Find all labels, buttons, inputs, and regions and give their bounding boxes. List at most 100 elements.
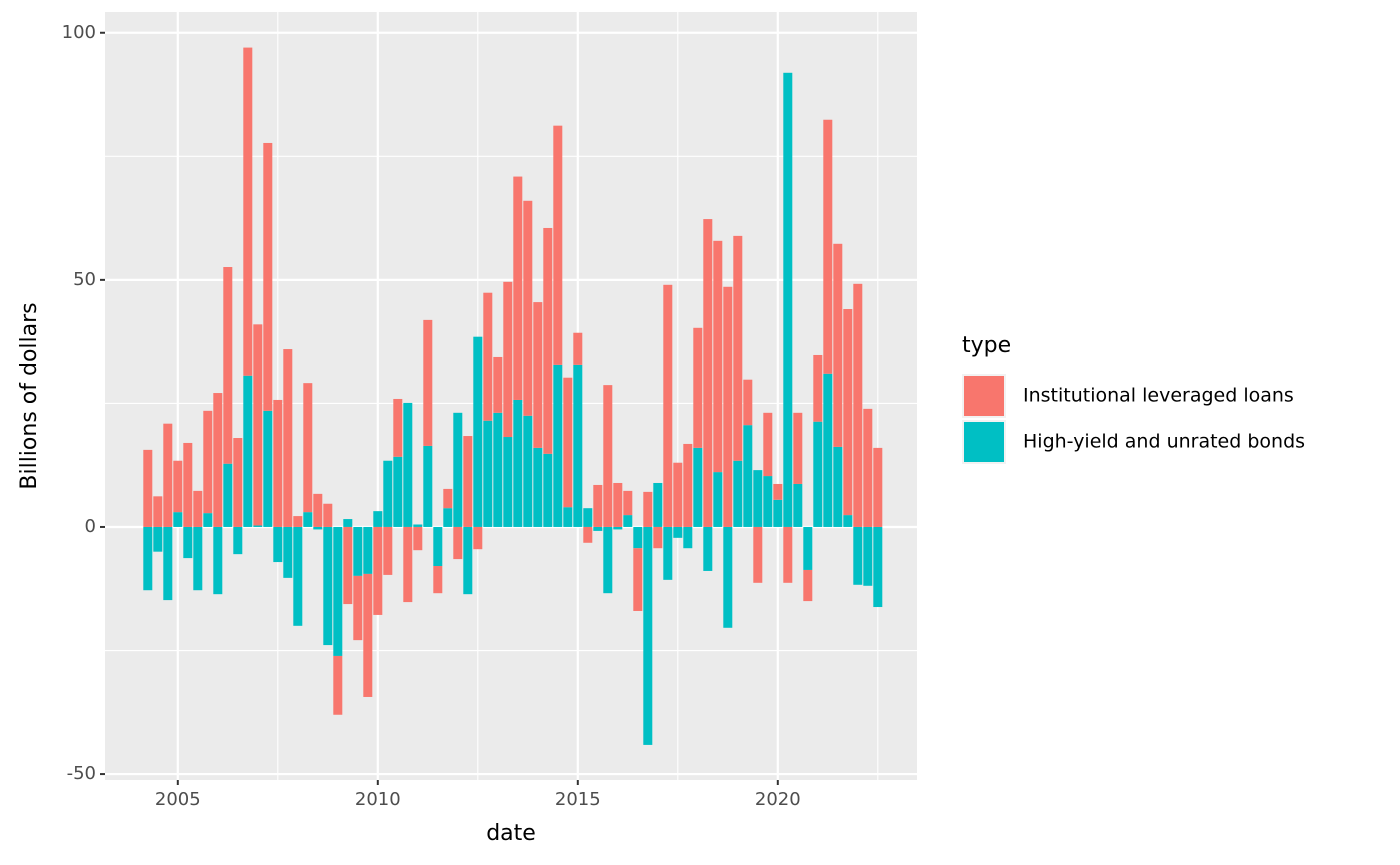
bar [433, 566, 443, 594]
bar [503, 281, 513, 438]
bar [263, 142, 273, 411]
bar [853, 526, 863, 585]
bar [573, 332, 583, 365]
bar [703, 219, 713, 527]
bar [513, 176, 523, 400]
bar [793, 483, 803, 527]
bar [753, 526, 763, 583]
bar [613, 482, 623, 527]
bar [643, 526, 653, 745]
bar [813, 421, 823, 527]
bar [593, 526, 603, 531]
bar [703, 526, 713, 571]
bar [463, 436, 473, 527]
y-tick-label: 100 [62, 22, 96, 43]
bar [873, 447, 883, 527]
bar [373, 526, 383, 615]
bar [633, 526, 643, 549]
bar [303, 512, 313, 527]
bar [713, 472, 723, 527]
bar [383, 460, 393, 527]
bar [553, 364, 563, 527]
legend-swatch [964, 422, 1004, 462]
legend-label: High-yield and unrated bonds [1023, 431, 1305, 453]
bar [153, 496, 163, 527]
bar [723, 286, 733, 527]
bar [193, 526, 203, 591]
bar [473, 336, 483, 527]
bar [243, 375, 253, 527]
bar [723, 526, 733, 628]
bar [803, 526, 813, 570]
bar [473, 526, 483, 550]
bar [583, 526, 593, 543]
bar [683, 443, 693, 527]
bar [323, 526, 333, 646]
bar [563, 507, 573, 527]
bar [373, 511, 383, 527]
x-tick-label: 2020 [755, 789, 801, 810]
legend-swatch [964, 376, 1004, 416]
bar [243, 47, 253, 376]
bar [293, 516, 303, 527]
bar [203, 513, 213, 527]
bar [213, 526, 223, 595]
bar [193, 490, 203, 527]
bar [353, 575, 363, 641]
bar [443, 488, 453, 509]
bar [143, 526, 153, 591]
bar [463, 526, 473, 595]
bar [843, 515, 853, 527]
bar [793, 412, 803, 484]
bar [783, 72, 793, 527]
bar [663, 526, 673, 580]
bar [543, 227, 553, 454]
x-tick-label: 2010 [355, 789, 401, 810]
bar [493, 356, 503, 413]
bar [273, 526, 283, 563]
bar [173, 512, 183, 527]
bar [223, 463, 233, 527]
bar [823, 373, 833, 527]
bar [783, 526, 793, 583]
bar [773, 499, 783, 527]
bar [333, 655, 343, 715]
bar [823, 119, 833, 374]
bar [603, 526, 613, 594]
bar [863, 526, 873, 586]
bar [283, 526, 293, 578]
bar [593, 484, 603, 527]
bar [603, 385, 613, 527]
bar [513, 399, 523, 527]
bar [363, 573, 373, 697]
bar [263, 410, 273, 527]
bar [763, 476, 773, 527]
bar [163, 423, 173, 527]
bar [443, 508, 453, 527]
bar [143, 449, 153, 527]
bar [333, 526, 343, 656]
bar [183, 442, 193, 527]
bar [253, 525, 263, 527]
bar [743, 425, 753, 527]
bar [623, 515, 633, 527]
bar [633, 548, 643, 611]
bar [753, 470, 763, 527]
bar [643, 491, 653, 527]
bar [233, 526, 243, 555]
bar [733, 460, 743, 527]
bar [583, 508, 593, 527]
bar [573, 364, 583, 527]
bar [523, 200, 533, 416]
bar [743, 379, 753, 426]
bar [763, 412, 773, 477]
bar [673, 462, 683, 527]
bar [433, 526, 443, 567]
bar [293, 526, 303, 626]
bar [483, 420, 493, 527]
y-tick-label: -50 [67, 763, 96, 784]
y-tick-label: 50 [73, 269, 96, 290]
bar [853, 283, 863, 527]
bar [733, 235, 743, 461]
